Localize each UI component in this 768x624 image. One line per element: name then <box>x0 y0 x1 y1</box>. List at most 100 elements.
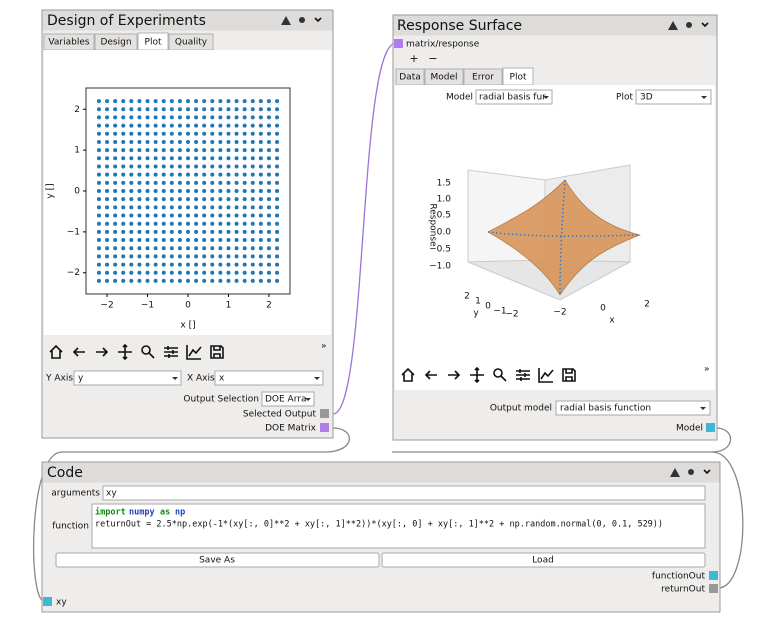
toolbar-icon[interactable] <box>401 367 415 382</box>
dropdown[interactable] <box>261 391 315 407</box>
dropdown[interactable] <box>475 89 553 105</box>
point <box>169 139 174 144</box>
tab-label[interactable]: Plot <box>145 38 162 48</box>
z-tick-label: −0.5 <box>429 245 451 255</box>
point <box>105 238 110 243</box>
point <box>226 156 231 161</box>
dropdown-value[interactable]: 3D <box>640 93 653 103</box>
collapse-icon[interactable] <box>314 17 322 23</box>
collapse-icon[interactable] <box>701 22 709 28</box>
toolbar-icon[interactable] <box>164 346 178 358</box>
toolbar-icon[interactable] <box>470 366 484 384</box>
toolbar-icon[interactable] <box>562 368 576 382</box>
toolbar-icon[interactable] <box>448 370 461 380</box>
point <box>242 229 247 234</box>
tab-label[interactable]: Variables <box>48 38 89 48</box>
point <box>218 180 223 185</box>
x-tick-label: −1 <box>141 301 154 311</box>
point <box>96 246 101 251</box>
point <box>177 270 182 275</box>
tab-label[interactable]: Design <box>100 38 131 48</box>
button-label[interactable]: Save As <box>199 556 235 566</box>
tab-label[interactable]: Plot <box>510 73 527 83</box>
toolbar-icon[interactable] <box>141 345 155 359</box>
warn-icon[interactable] <box>670 468 680 477</box>
button[interactable] <box>381 552 706 568</box>
tab-label[interactable]: Quality <box>175 38 208 48</box>
output-port[interactable] <box>709 571 718 580</box>
point <box>169 238 174 243</box>
input-port[interactable] <box>394 39 403 48</box>
point <box>210 262 215 267</box>
dropdown-arrow[interactable] <box>172 377 178 380</box>
point <box>250 172 255 177</box>
remove-button[interactable]: − <box>428 52 437 65</box>
run-icon[interactable] <box>299 17 305 23</box>
dropdown-value[interactable]: radial basis fur <box>479 93 546 103</box>
warn-icon[interactable] <box>668 21 678 30</box>
dropdown-value[interactable]: y <box>78 374 84 384</box>
dropdown-value[interactable]: x <box>219 374 225 384</box>
dropdown-arrow[interactable] <box>305 398 311 401</box>
text-input[interactable] <box>102 485 706 501</box>
run-icon[interactable] <box>686 22 692 28</box>
dropdown-arrow[interactable] <box>543 96 549 99</box>
point <box>169 131 174 136</box>
point <box>113 262 118 267</box>
toolbar-icon[interactable] <box>186 345 202 360</box>
point <box>129 205 134 210</box>
dropdown-value[interactable]: DOE Arra <box>265 395 306 405</box>
button-label[interactable]: Load <box>532 556 554 566</box>
dropdown[interactable] <box>635 89 712 105</box>
tab-label[interactable]: Model <box>430 73 457 83</box>
dropdown[interactable] <box>555 400 711 416</box>
toolbar-more[interactable]: » <box>704 365 710 375</box>
toolbar-icon[interactable] <box>424 370 437 380</box>
dropdown-value[interactable]: radial basis function <box>560 404 651 414</box>
collapse-icon[interactable] <box>703 469 711 475</box>
dropdown-arrow[interactable] <box>700 407 706 410</box>
output-port[interactable] <box>320 409 329 418</box>
output-port[interactable] <box>709 584 718 593</box>
toolbar-icon[interactable] <box>96 347 109 357</box>
add-button[interactable]: + <box>409 52 418 65</box>
toolbar-icon[interactable] <box>516 369 530 381</box>
field-label: Output model <box>490 404 552 414</box>
point <box>194 197 199 202</box>
point <box>121 197 126 202</box>
tab-label[interactable]: Error <box>472 73 494 83</box>
tab-label[interactable]: Data <box>399 73 421 83</box>
point <box>218 156 223 161</box>
connection <box>332 42 397 415</box>
point <box>202 156 207 161</box>
point <box>129 139 134 144</box>
warn-icon[interactable] <box>281 16 291 25</box>
point <box>250 205 255 210</box>
input-value[interactable]: xy <box>106 489 117 499</box>
y-tick-label: 2 <box>464 292 470 302</box>
output-port[interactable] <box>706 423 715 432</box>
toolbar-icon[interactable] <box>210 345 224 359</box>
point <box>266 221 271 226</box>
toolbar-icon[interactable] <box>49 344 63 359</box>
point <box>202 262 207 267</box>
button[interactable] <box>55 552 380 568</box>
point <box>266 254 271 259</box>
dropdown[interactable] <box>73 370 182 386</box>
toolbar-more[interactable]: » <box>321 342 327 352</box>
run-icon[interactable] <box>688 469 694 475</box>
dropdown[interactable] <box>214 370 324 386</box>
toolbar-icon[interactable] <box>118 343 132 361</box>
output-port[interactable] <box>320 423 329 432</box>
input-port[interactable] <box>43 597 52 606</box>
y-tick-label: 1 <box>74 146 80 156</box>
point <box>258 246 263 251</box>
code-editor[interactable] <box>91 503 706 549</box>
toolbar-icon[interactable] <box>493 368 507 382</box>
point <box>275 205 280 210</box>
toolbar-icon[interactable] <box>538 368 554 383</box>
dropdown-arrow[interactable] <box>314 377 320 380</box>
point <box>105 123 110 128</box>
dropdown-arrow[interactable] <box>701 96 707 99</box>
toolbar-icon[interactable] <box>72 347 85 357</box>
